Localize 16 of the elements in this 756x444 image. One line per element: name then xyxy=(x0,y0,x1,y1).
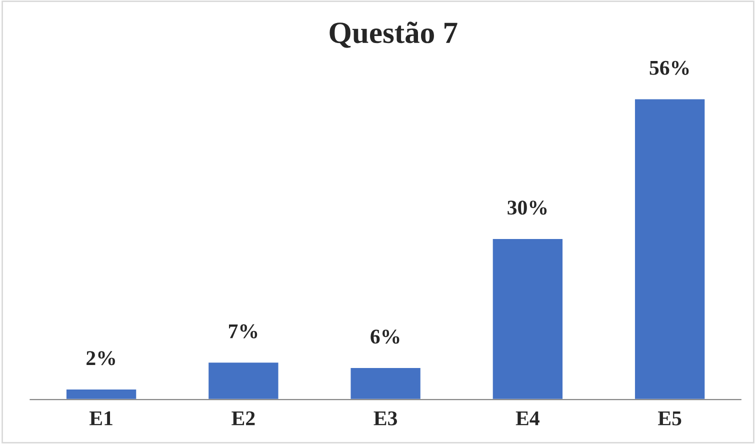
data-label: 56% xyxy=(650,60,689,75)
bar xyxy=(349,366,422,400)
x-tick-label: E1 xyxy=(90,411,112,426)
data-label: 7% xyxy=(229,324,258,338)
x-tick-label: E2 xyxy=(232,411,255,426)
data-label: 6% xyxy=(370,330,400,344)
bar xyxy=(207,361,280,400)
data-label: 30% xyxy=(508,200,547,215)
data-label: 2% xyxy=(86,351,115,366)
bar xyxy=(634,98,706,400)
x-tick-label: E5 xyxy=(658,412,682,426)
x-tick-label: E4 xyxy=(516,411,540,426)
x-tick-label: E3 xyxy=(374,411,398,426)
bar xyxy=(65,388,138,400)
chart-title: Questão 7 xyxy=(330,22,458,48)
bar xyxy=(491,238,564,400)
